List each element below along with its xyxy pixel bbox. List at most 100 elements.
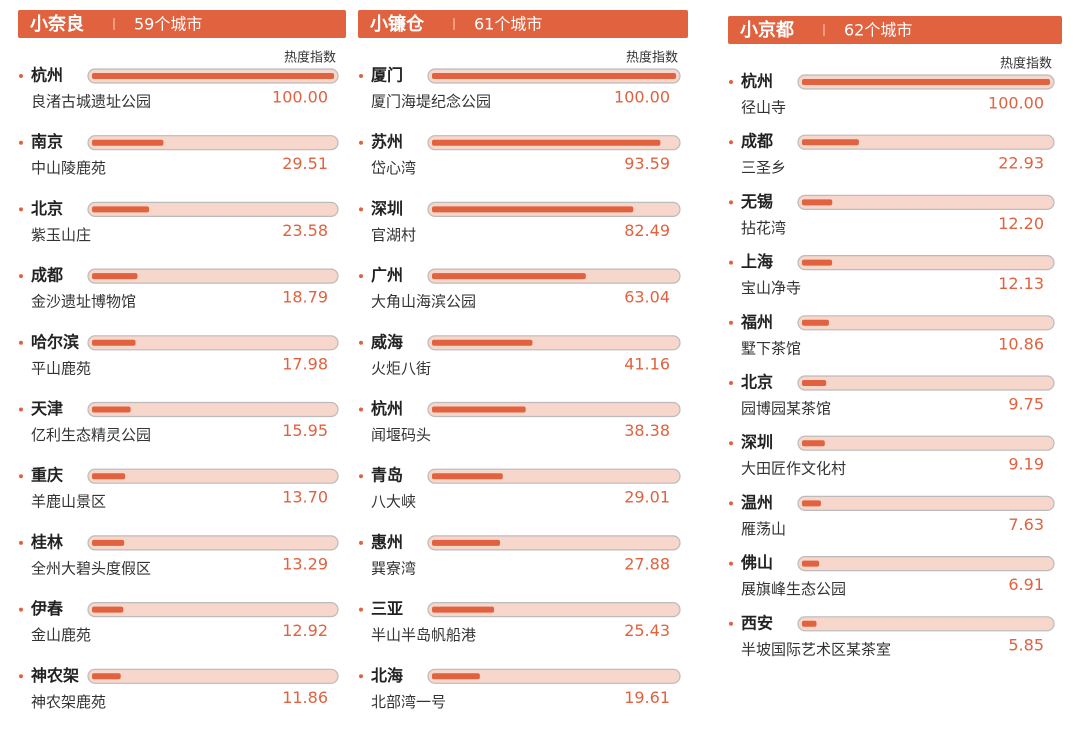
bullet (359, 674, 363, 679)
bar-track (427, 468, 681, 484)
value-label: 12.20 (998, 214, 1044, 233)
panel-subtitle: 61个城市 (474, 15, 542, 34)
city-label: 北京 (31, 199, 63, 218)
bullet (19, 407, 23, 412)
place-label: 官湖村 (371, 226, 416, 244)
place-label: 八大峡 (371, 493, 416, 511)
bar-track (87, 135, 339, 151)
bar-track (797, 495, 1055, 511)
bar (432, 206, 634, 213)
bullet (359, 74, 363, 78)
city-label: 深圳 (371, 199, 403, 218)
panel-title: 小镰仓 (370, 13, 425, 35)
bar-track (87, 335, 339, 351)
bar (802, 560, 820, 567)
city-label: 福州 (740, 312, 773, 331)
bar (432, 339, 533, 346)
place-label: 半坡国际艺术区某茶室 (741, 640, 891, 658)
place-label: 展旗峰生态公园 (741, 580, 846, 598)
bar-track (797, 255, 1055, 271)
place-label: 全州大碧头度假区 (31, 559, 151, 577)
bar (802, 500, 821, 507)
bullet (19, 540, 23, 545)
city-label: 苏州 (371, 132, 403, 151)
bar (432, 273, 586, 280)
bar-track (797, 435, 1055, 451)
panel-title: 小奈良 (30, 13, 84, 35)
city-label: 佛山 (740, 553, 773, 572)
city-label: 温州 (740, 493, 773, 512)
city-label: 杭州 (741, 72, 773, 91)
bullet (359, 540, 363, 545)
value-label: 7.63 (1008, 515, 1044, 534)
place-label: 半山半岛帆船港 (371, 626, 476, 644)
place-label: 三圣乡 (741, 159, 786, 177)
place-label: 良渚古城遗址公园 (31, 93, 151, 111)
bar-track (87, 201, 339, 217)
place-label: 大角山海滨公园 (371, 293, 476, 311)
panel-header (358, 10, 688, 38)
value-label: 41.16 (624, 354, 670, 373)
city-label: 无锡 (740, 192, 773, 211)
value-label: 6.91 (1008, 575, 1044, 594)
value-label: 29.51 (282, 154, 328, 173)
bar-track (87, 601, 339, 618)
bar (432, 539, 501, 546)
place-label: 亿利生态精灵公园 (31, 426, 151, 444)
place-label: 平山鹿苑 (31, 359, 91, 377)
value-label: 29.01 (624, 488, 670, 507)
city-label: 上海 (741, 252, 773, 271)
bullet (19, 74, 23, 78)
place-label: 岱心湾 (371, 159, 416, 177)
bullet (729, 140, 733, 145)
bullet (729, 80, 733, 84)
value-label: 17.98 (282, 354, 328, 373)
index-label: 热度指数 (626, 50, 678, 66)
bullet (359, 474, 363, 479)
panel-subtitle: 59个城市 (134, 15, 202, 34)
value-label: 93.59 (624, 154, 670, 173)
place-label: 金山鹿苑 (31, 626, 91, 644)
city-label: 成都 (31, 266, 63, 285)
bullet (729, 561, 733, 566)
city-label: 杭州 (31, 66, 63, 85)
place-label: 径山寺 (741, 99, 786, 117)
place-label: 厦门海堤纪念公园 (371, 93, 491, 111)
bullet (359, 407, 363, 412)
city-label: 厦门 (371, 66, 403, 85)
place-label: 宝山净寺 (741, 279, 801, 297)
place-label: 金沙遗址博物馆 (31, 293, 136, 311)
city-label: 成都 (741, 132, 773, 151)
place-label: 墅下茶馆 (741, 339, 801, 357)
bar (92, 606, 124, 613)
bullet (359, 607, 363, 612)
panel-title: 小京都 (740, 19, 794, 41)
bullet (19, 207, 23, 212)
bar (92, 339, 136, 346)
bar (802, 620, 817, 627)
place-label: 大田匠作文化村 (741, 460, 846, 478)
bullet (729, 501, 733, 506)
value-label: 18.79 (282, 288, 328, 307)
index-label: 热度指数 (284, 50, 336, 66)
bar (432, 73, 676, 79)
city-label: 桂林 (30, 532, 63, 551)
place-label: 羊鹿山景区 (31, 493, 106, 511)
place-label: 北部湾一号 (371, 693, 446, 711)
value-label: 27.88 (624, 554, 670, 573)
panel-header (18, 10, 346, 38)
bar (92, 406, 131, 413)
bar-track (87, 468, 339, 484)
bar (432, 406, 526, 413)
city-label: 三亚 (371, 599, 403, 618)
bar-track (427, 535, 681, 551)
value-label: 13.29 (282, 554, 328, 573)
value-label: 12.92 (282, 621, 328, 640)
value-label: 100.00 (988, 94, 1044, 113)
bullet (729, 621, 733, 626)
bullet (729, 200, 733, 205)
bar (432, 673, 480, 680)
city-label: 青岛 (371, 466, 403, 485)
bar (802, 380, 827, 386)
